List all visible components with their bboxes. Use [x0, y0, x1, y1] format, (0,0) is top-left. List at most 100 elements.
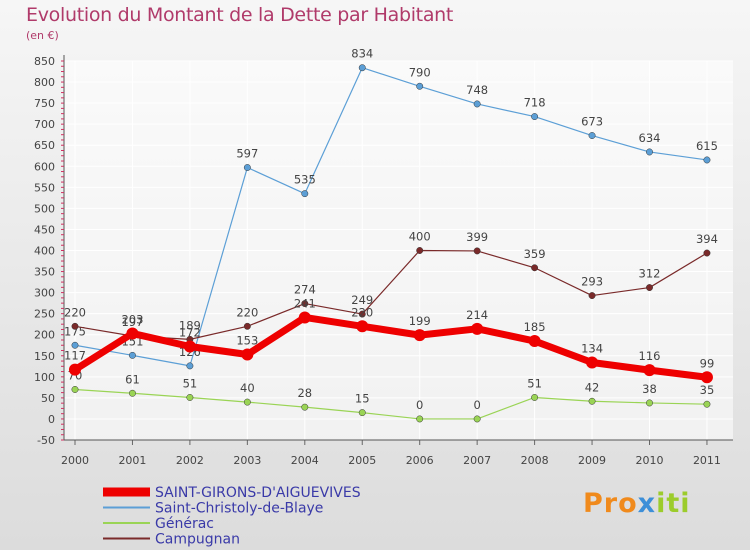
series-line	[74, 249, 708, 340]
data-point	[703, 156, 711, 164]
data-point	[416, 82, 424, 90]
x-tick-label: 2005	[348, 454, 376, 467]
y-tick-label: 850	[34, 55, 55, 68]
data-point	[126, 327, 139, 340]
data-point	[703, 400, 711, 408]
data-point	[646, 148, 653, 156]
legend-label: Saint-Christoly-de-Blaye	[155, 501, 323, 517]
x-tick-label: 2004	[291, 454, 319, 467]
data-point	[243, 322, 251, 330]
data-label: 220	[64, 305, 86, 319]
data-point	[243, 164, 251, 171]
data-point	[69, 363, 81, 376]
data-point	[358, 310, 366, 318]
logo-part-2: x	[637, 488, 657, 519]
data-label: 249	[351, 293, 373, 307]
data-point	[416, 415, 424, 423]
data-label: 116	[639, 349, 661, 363]
data-point	[586, 356, 599, 369]
y-tick-label: 400	[34, 245, 55, 258]
data-point	[588, 132, 596, 139]
data-label: 185	[524, 320, 546, 334]
data-label: 15	[355, 392, 370, 406]
legend-label: SAINT-GIRONS-D'AIGUEVIVES	[155, 485, 361, 501]
data-point	[473, 100, 481, 108]
data-point	[471, 322, 484, 335]
data-point	[129, 389, 136, 397]
y-tick-label: 550	[34, 181, 55, 194]
data-point	[643, 364, 656, 377]
proxiti-logo: Proxiti	[583, 488, 691, 519]
data-label: 359	[524, 247, 546, 261]
data-label: 134	[581, 342, 603, 356]
legend-label: Campugnan	[155, 532, 240, 548]
y-tick-label: 700	[34, 118, 55, 131]
data-label: 274	[294, 283, 316, 297]
data-label: 615	[696, 139, 718, 153]
data-point	[186, 394, 194, 401]
data-point	[473, 247, 481, 255]
data-point	[531, 264, 539, 272]
data-label: 241	[294, 296, 316, 310]
data-label: 199	[409, 314, 431, 328]
data-point	[71, 341, 79, 349]
x-tick-label: 2001	[118, 454, 146, 467]
data-label: 0	[473, 398, 480, 412]
data-label: 203	[121, 312, 143, 326]
data-label: 189	[179, 318, 201, 332]
data-point	[646, 284, 653, 292]
y-tick-label: 450	[34, 223, 55, 236]
data-label: 28	[297, 386, 312, 400]
data-label: 51	[183, 376, 198, 390]
data-point	[531, 394, 539, 401]
x-tick-label: 2011	[693, 454, 721, 467]
data-label: 634	[639, 131, 661, 145]
data-label: 117	[64, 349, 86, 363]
data-label: 790	[409, 65, 431, 79]
data-point	[703, 249, 711, 257]
y-tick-label: 600	[34, 160, 55, 173]
y-tick-label: 150	[34, 350, 55, 363]
data-point	[183, 340, 196, 353]
data-point	[301, 403, 309, 411]
x-tick-label: 2000	[61, 454, 89, 467]
y-tick-label: 200	[34, 329, 55, 342]
data-point	[301, 190, 309, 198]
series-line	[71, 313, 711, 381]
y-tick-label: 0	[48, 413, 55, 426]
data-point	[243, 398, 251, 406]
data-point	[416, 247, 424, 254]
data-point	[700, 371, 713, 384]
data-label: 220	[236, 305, 258, 319]
data-label: 61	[125, 372, 140, 386]
data-label: 0	[416, 398, 423, 412]
data-label: 35	[700, 383, 715, 397]
x-tick-label: 2008	[521, 454, 549, 467]
y-tick-label: 500	[34, 202, 55, 215]
data-point	[301, 300, 309, 308]
data-label: 38	[642, 382, 657, 396]
data-label: 834	[351, 47, 373, 61]
data-label: 99	[700, 356, 715, 370]
data-label: 399	[466, 230, 488, 244]
data-point	[588, 292, 596, 300]
data-point	[129, 351, 136, 359]
y-tick-label: 250	[34, 308, 55, 321]
data-label: 673	[581, 115, 603, 129]
data-point	[186, 362, 194, 370]
data-label: 748	[466, 83, 488, 97]
data-label: 718	[524, 96, 546, 110]
series-0: 117 203 172 153 241 220 199 214 185 134 116 99	[64, 296, 715, 384]
data-label: 172	[179, 326, 201, 340]
data-label: 220	[351, 305, 373, 319]
y-tick-label: 100	[34, 371, 55, 384]
x-tick-label: 2007	[463, 454, 491, 467]
data-point	[413, 329, 426, 342]
data-label: 197	[121, 315, 143, 329]
data-point	[356, 320, 369, 333]
data-label: 153	[236, 334, 258, 348]
data-label: 312	[639, 267, 661, 281]
y-axis-unit-label: (en €)	[26, 29, 59, 42]
data-point	[71, 322, 79, 330]
data-label: 535	[294, 173, 316, 187]
